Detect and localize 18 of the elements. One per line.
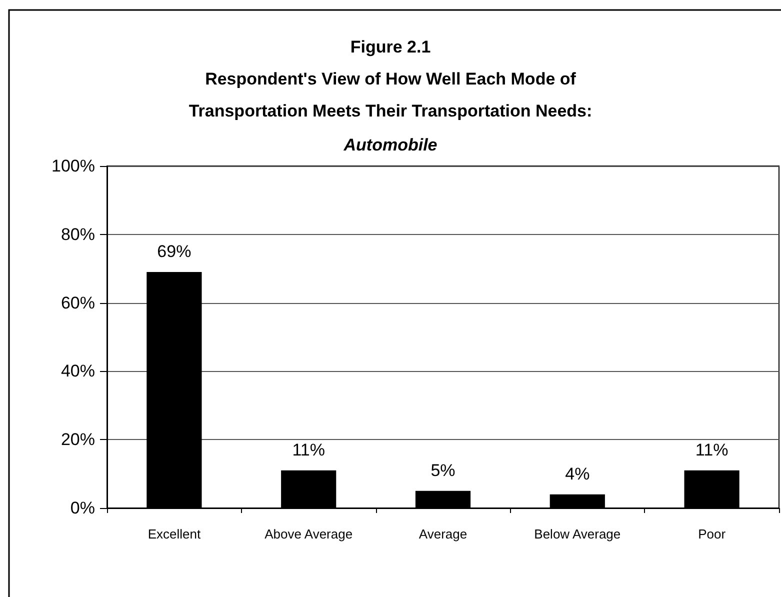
data-label: 11% [695, 440, 728, 460]
y-tick-label: 20% [60, 430, 95, 450]
chart-title: Figure 2.1 Respondent's View of How Well Each Mode of Transportation Meets Their Transportation Needs: [188, 38, 592, 120]
y-tick-label: 40% [60, 362, 95, 381]
x-tick-label: Below Average [534, 526, 621, 542]
x-tick-label: Average [418, 526, 468, 542]
data-label: 11% [292, 440, 325, 460]
chart-subtitle: Automobile [342, 136, 438, 154]
x-tick-label: Excellent [148, 526, 201, 542]
y-tick-label: 100% [52, 156, 95, 176]
data-label: 69% [157, 242, 192, 262]
y-tick-label: 60% [60, 293, 95, 312]
x-tick-label: Poor [698, 526, 726, 542]
x-tick-label: Above Average [264, 526, 353, 542]
data-label: 4% [565, 464, 590, 484]
data-label: 5% [430, 460, 456, 480]
y-tick-label: 0% [70, 498, 95, 518]
y-tick-label: 80% [60, 224, 95, 244]
